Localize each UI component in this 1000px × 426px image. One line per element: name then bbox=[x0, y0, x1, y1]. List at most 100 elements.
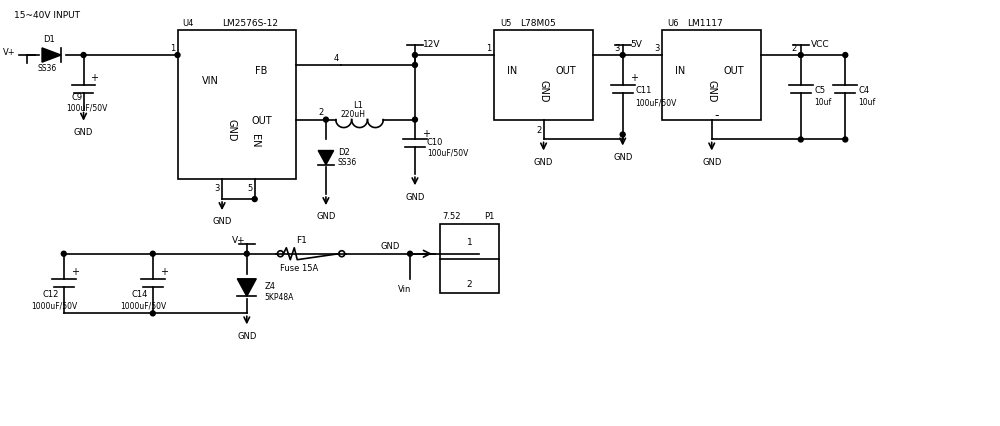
Circle shape bbox=[61, 252, 66, 256]
Circle shape bbox=[150, 311, 155, 316]
Text: 100uF/50V: 100uF/50V bbox=[427, 149, 468, 158]
Text: U5: U5 bbox=[500, 19, 511, 28]
Text: 7.52: 7.52 bbox=[443, 212, 461, 221]
Text: 100uF/50V: 100uF/50V bbox=[66, 103, 107, 112]
Text: Z4: Z4 bbox=[265, 281, 276, 291]
Circle shape bbox=[412, 118, 417, 123]
Circle shape bbox=[252, 197, 257, 202]
Text: V+: V+ bbox=[232, 236, 246, 245]
Text: 1: 1 bbox=[487, 43, 492, 52]
Text: VCC: VCC bbox=[811, 40, 829, 49]
Text: L78M05: L78M05 bbox=[520, 19, 556, 28]
Text: GND: GND bbox=[227, 119, 237, 141]
Text: GND: GND bbox=[381, 242, 400, 250]
Text: 5KP48A: 5KP48A bbox=[265, 292, 294, 301]
Text: SS36: SS36 bbox=[338, 158, 357, 167]
Polygon shape bbox=[318, 151, 334, 165]
Text: GND: GND bbox=[534, 158, 553, 167]
Text: C5: C5 bbox=[815, 86, 826, 95]
Text: V+: V+ bbox=[3, 47, 15, 56]
Text: -: - bbox=[714, 109, 719, 122]
Text: GND: GND bbox=[707, 79, 717, 102]
Text: +: + bbox=[630, 73, 638, 83]
Text: OUT: OUT bbox=[555, 66, 576, 76]
Bar bbox=[178, 31, 296, 180]
Text: C14: C14 bbox=[131, 289, 147, 298]
Circle shape bbox=[412, 63, 417, 68]
Text: GND: GND bbox=[405, 192, 425, 201]
Polygon shape bbox=[237, 279, 256, 296]
Text: U6: U6 bbox=[667, 19, 679, 28]
Text: EN: EN bbox=[250, 133, 260, 147]
Text: 3: 3 bbox=[655, 43, 660, 52]
Text: +: + bbox=[71, 266, 79, 276]
Bar bbox=[662, 31, 761, 120]
Circle shape bbox=[408, 252, 412, 256]
Bar bbox=[494, 31, 593, 120]
Text: FB: FB bbox=[255, 66, 268, 76]
Text: +: + bbox=[160, 266, 168, 276]
Text: C11: C11 bbox=[636, 86, 652, 95]
Text: Fuse 15A: Fuse 15A bbox=[280, 264, 318, 273]
Text: C10: C10 bbox=[427, 138, 443, 147]
Text: 2: 2 bbox=[791, 43, 796, 52]
Polygon shape bbox=[42, 49, 61, 63]
Circle shape bbox=[620, 53, 625, 58]
Text: 3: 3 bbox=[214, 183, 220, 192]
Text: 2: 2 bbox=[467, 279, 472, 288]
Text: IN: IN bbox=[507, 66, 517, 76]
Text: 5: 5 bbox=[247, 183, 252, 192]
Text: SS36: SS36 bbox=[37, 64, 57, 73]
Text: 220uH: 220uH bbox=[340, 110, 365, 119]
Text: +: + bbox=[90, 73, 98, 83]
Text: GND: GND bbox=[613, 153, 632, 161]
Text: C12: C12 bbox=[42, 289, 58, 298]
Text: C4: C4 bbox=[858, 86, 869, 95]
Text: 10uf: 10uf bbox=[815, 98, 832, 107]
Text: 2: 2 bbox=[536, 126, 541, 135]
Text: 1: 1 bbox=[170, 43, 175, 52]
Text: 2: 2 bbox=[318, 108, 324, 117]
Text: LM1117: LM1117 bbox=[687, 19, 723, 28]
Circle shape bbox=[175, 53, 180, 58]
Text: Vin: Vin bbox=[398, 284, 412, 294]
Text: U4: U4 bbox=[182, 19, 194, 28]
Text: C9: C9 bbox=[72, 93, 83, 102]
Text: 1000uF/50V: 1000uF/50V bbox=[120, 301, 166, 310]
Text: VIN: VIN bbox=[202, 76, 219, 86]
Text: 100uF/50V: 100uF/50V bbox=[636, 98, 677, 107]
Text: GND: GND bbox=[539, 79, 549, 102]
Circle shape bbox=[412, 53, 417, 58]
Text: D2: D2 bbox=[338, 147, 350, 156]
Text: L1: L1 bbox=[353, 101, 363, 110]
Text: OUT: OUT bbox=[251, 115, 272, 125]
Text: GND: GND bbox=[237, 331, 256, 340]
Circle shape bbox=[323, 118, 328, 123]
Circle shape bbox=[81, 53, 86, 58]
Text: D1: D1 bbox=[43, 35, 55, 43]
Bar bbox=[440, 225, 499, 294]
Text: GND: GND bbox=[212, 217, 232, 226]
Text: 5V: 5V bbox=[631, 40, 642, 49]
Text: GND: GND bbox=[316, 212, 336, 221]
Circle shape bbox=[150, 252, 155, 256]
Text: 4: 4 bbox=[333, 53, 338, 62]
Text: P1: P1 bbox=[484, 212, 494, 221]
Circle shape bbox=[843, 138, 848, 143]
Text: 1000uF/50V: 1000uF/50V bbox=[31, 301, 77, 310]
Text: GND: GND bbox=[74, 128, 93, 137]
Circle shape bbox=[843, 53, 848, 58]
Circle shape bbox=[798, 53, 803, 58]
Circle shape bbox=[244, 252, 249, 256]
Text: 3: 3 bbox=[614, 43, 619, 52]
Text: 1: 1 bbox=[466, 238, 472, 247]
Text: 15~40V INPUT: 15~40V INPUT bbox=[14, 12, 80, 20]
Text: F1: F1 bbox=[296, 236, 307, 245]
Text: 12V: 12V bbox=[423, 40, 440, 49]
Text: GND: GND bbox=[702, 158, 721, 167]
Text: 10uf: 10uf bbox=[858, 98, 875, 107]
Text: IN: IN bbox=[675, 66, 685, 76]
Text: LM2576S-12: LM2576S-12 bbox=[222, 19, 278, 28]
Text: +: + bbox=[422, 128, 430, 138]
Text: OUT: OUT bbox=[723, 66, 744, 76]
